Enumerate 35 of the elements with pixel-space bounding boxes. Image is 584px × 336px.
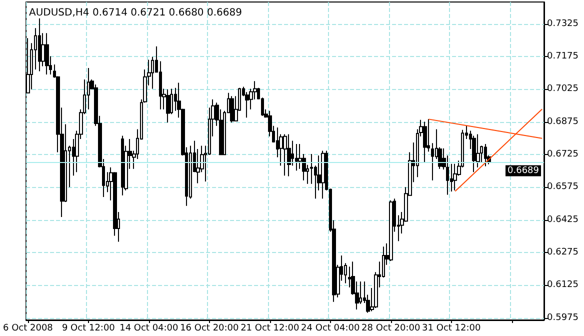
text: AUDUSD,H4 0.6714 0.6721 0.6680 0.6689 [29, 8, 242, 18]
candlestick [476, 134, 480, 168]
x-tick-label: 16 Oct 20:00 [180, 324, 240, 334]
y-tick-label: 0.7325 [547, 18, 578, 29]
candlestick [321, 150, 325, 200]
candlestick [45, 32, 49, 76]
candlestick [295, 144, 298, 172]
x-tick-label: 14 Oct 04:00 [120, 324, 179, 334]
candlestick [166, 88, 170, 123]
y-tick-label: 0.7175 [547, 51, 578, 62]
y-tick-label: 0.6125 [547, 280, 578, 290]
x-tick-label: 24 Oct 04:00 [301, 324, 360, 334]
y-tick-label: 0.6875 [547, 116, 578, 127]
candlestick [389, 200, 393, 262]
candlestick [121, 135, 124, 196]
x-tick-label: 6 Oct 2008 [2, 324, 54, 334]
candlestick [453, 163, 457, 191]
candlestick [423, 121, 427, 163]
candlestick [87, 67, 90, 110]
x-tick-label: 9 Oct 12:00 [62, 324, 116, 334]
candlestick [283, 134, 287, 176]
x-tick-label: 21 Oct 12:00 [240, 324, 300, 334]
x-tick-label: 31 Oct 12:00 [422, 324, 481, 334]
candlestick [484, 144, 487, 167]
y-tick-label: 0.6575 [547, 182, 578, 192]
candlestick [230, 96, 234, 123]
candlestick [38, 18, 41, 72]
y-tick-label: 0.6275 [547, 247, 578, 258]
candlestick [287, 134, 291, 177]
y-tick-label: 0.5975 [547, 312, 578, 323]
y-tick-label: 0.6425 [547, 214, 578, 225]
ref-line-label: 0.6689 [508, 166, 540, 176]
x-tick-label: 28 Oct 20:00 [362, 324, 420, 334]
y-tick-label: 0.6725 [547, 149, 578, 160]
y-tick-label: 0.7025 [547, 84, 578, 94]
